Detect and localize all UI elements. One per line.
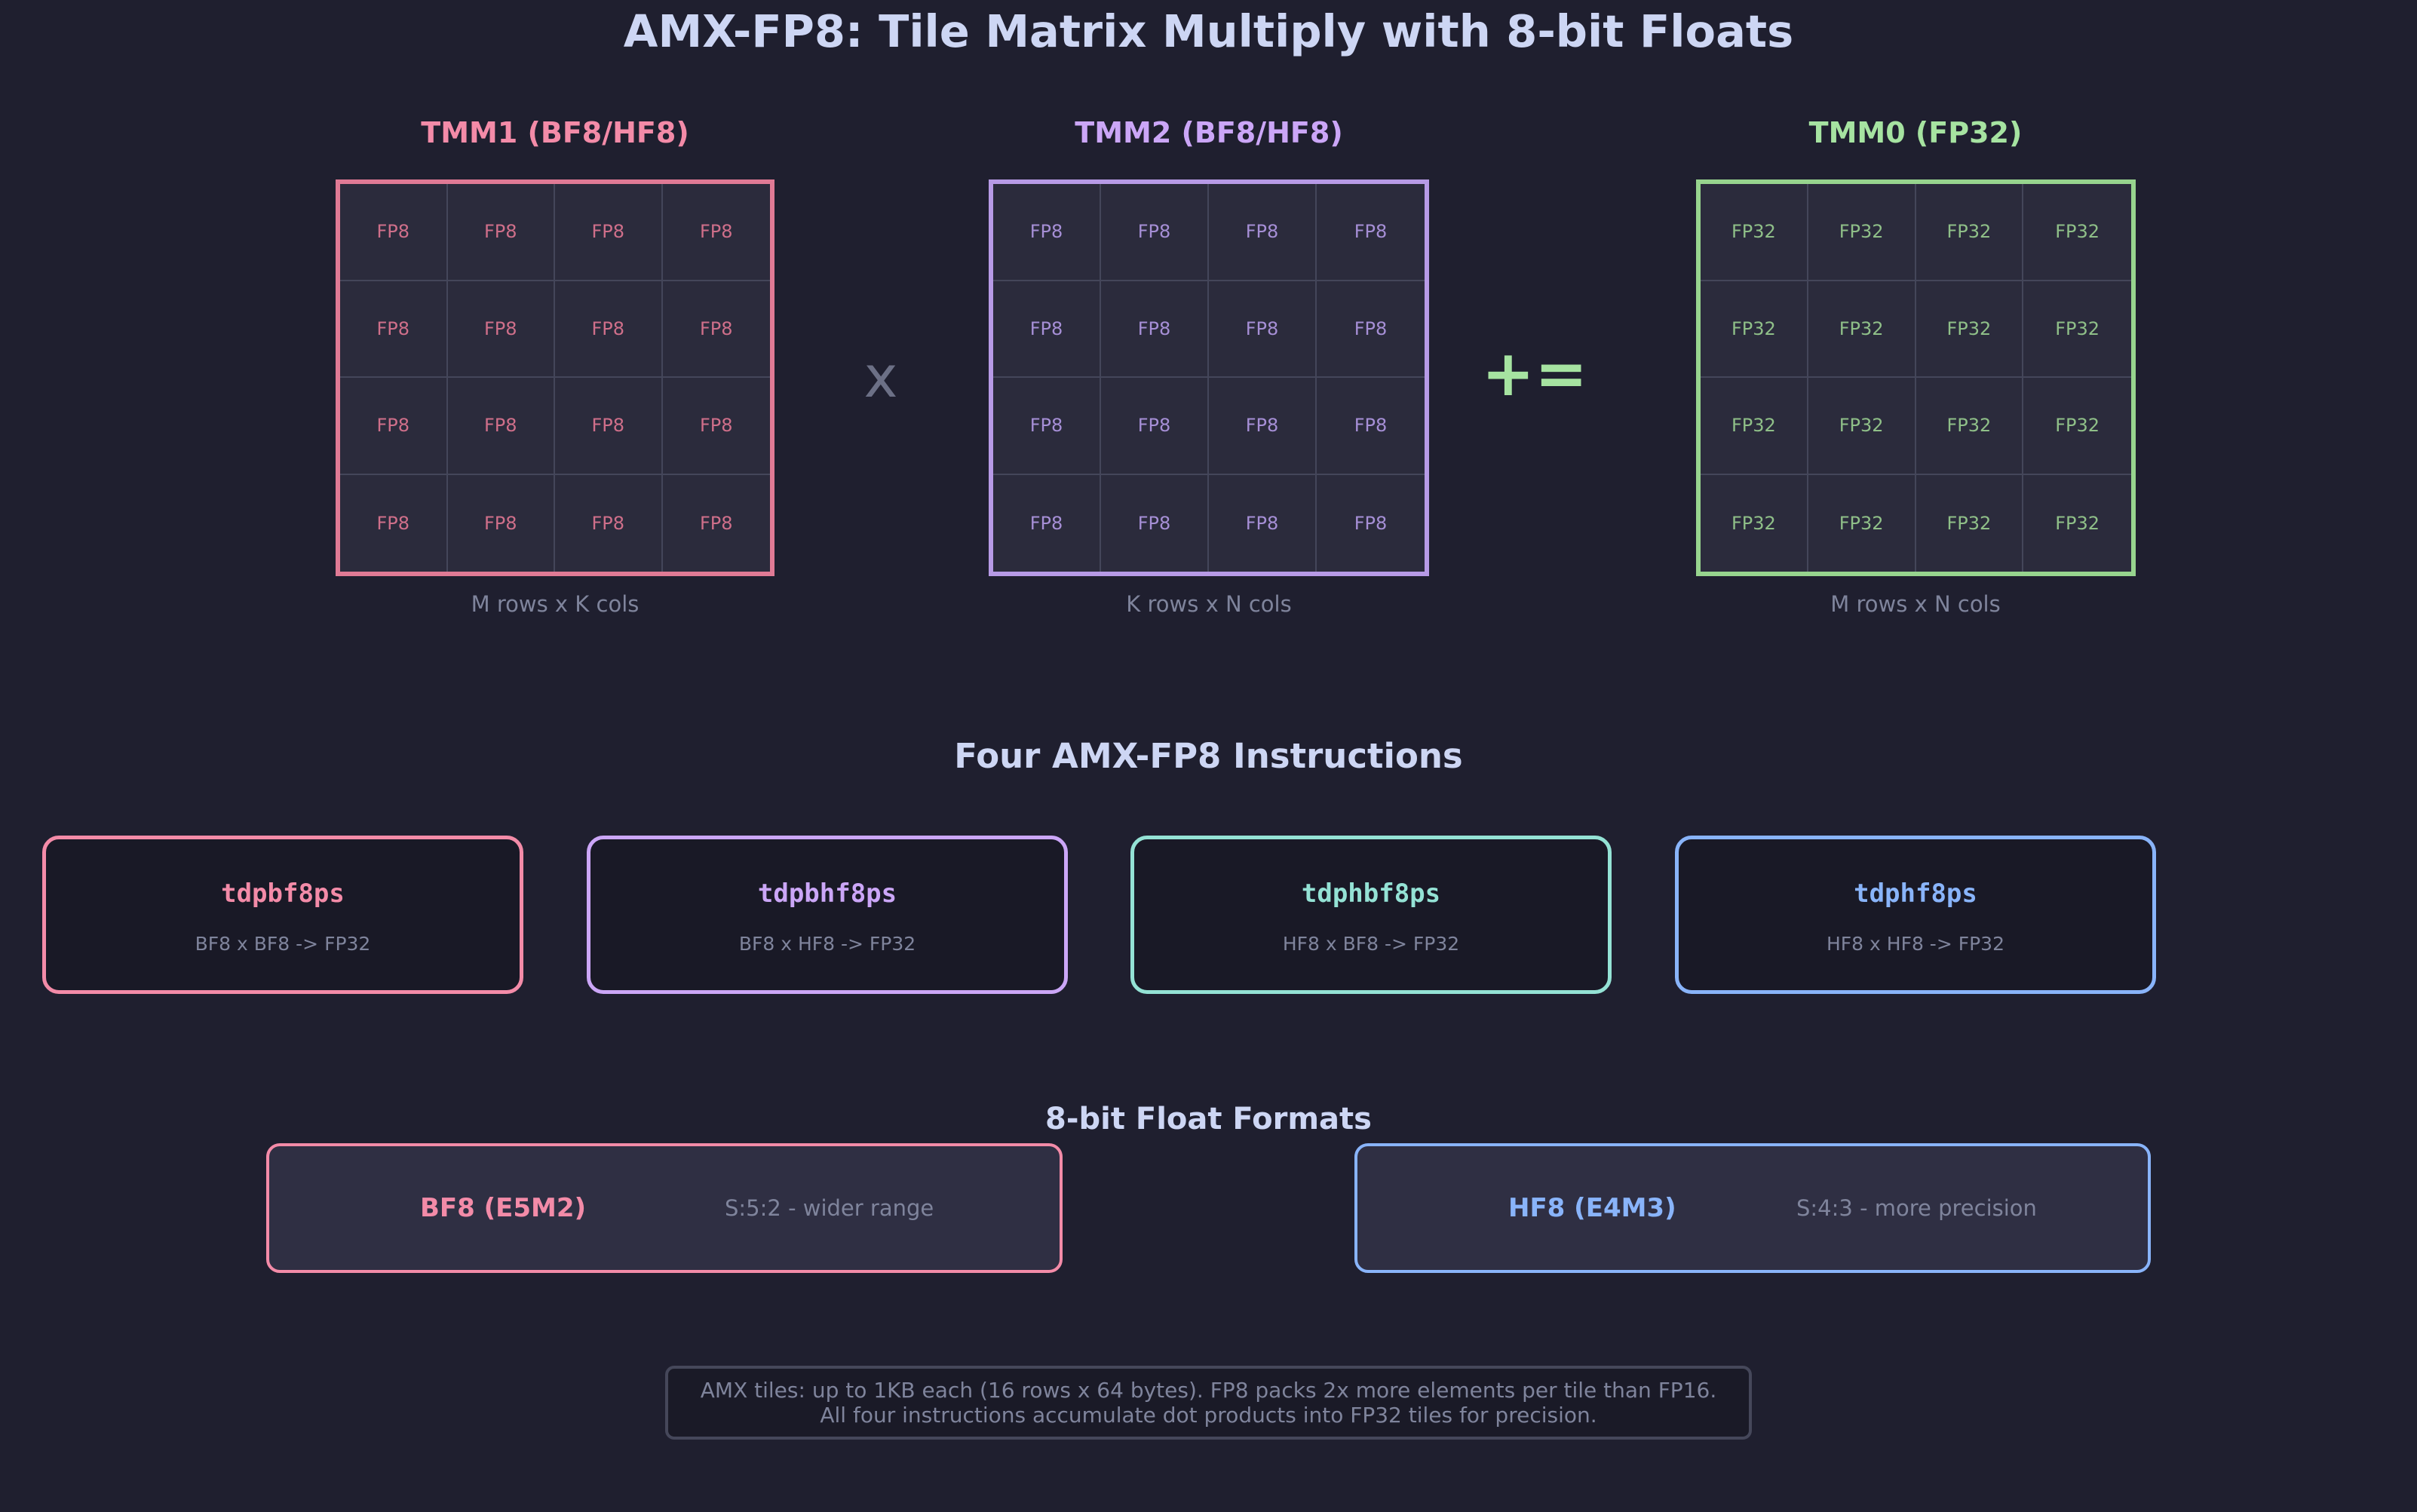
tmm0-cell: FP32 <box>1916 184 2024 281</box>
tmm2-cell: FP8 <box>1101 474 1209 572</box>
tmm1-cell: FP8 <box>447 184 555 281</box>
tmm0-cell: FP32 <box>1808 281 1916 378</box>
format-desc: S:5:2 - wider range <box>725 1195 934 1221</box>
tmm2-tile-grid: FP8 FP8 FP8 FP8 FP8 FP8 FP8 FP8 FP8 FP8 FP8 FP8 FP8 F… <box>989 179 1429 576</box>
tmm1-cell: FP8 <box>555 281 663 378</box>
tmm2-cell: FP8 <box>1354 512 1388 534</box>
tmm0-cell: FP32 <box>1701 378 1808 475</box>
tmm0-cell: FP32 <box>1701 281 1808 378</box>
tmm1-caption: M rows x K cols <box>471 591 640 617</box>
tmm2-cell: FP8 <box>1209 281 1317 378</box>
tmm2-cell: FP8 <box>1101 281 1209 378</box>
format-card-bf8: BF8 (E5M2) S:5:2 - wider range <box>266 1143 1063 1273</box>
instruction-name: tdpbhf8ps <box>757 879 897 909</box>
footer-note-line-2: All four instructions accumulate dot pro… <box>820 1403 1597 1428</box>
accumulate-operator: += <box>1481 336 1588 410</box>
tmm1-cell: FP8 <box>340 474 448 572</box>
tmm2-cell: FP8 <box>1317 184 1425 281</box>
tmm2-cell: FP8 <box>993 281 1101 378</box>
tmm1-cell: FP8 <box>448 474 555 572</box>
tmm0-cell: FP32 <box>2023 378 2131 475</box>
tmm2-title: TMM2 (BF8/HF8) <box>1075 116 1343 149</box>
tmm0-cell: FP32 <box>1916 474 2024 572</box>
tmm0-caption: M rows x N cols <box>1830 591 2001 617</box>
tmm1-cell: FP8 <box>340 378 448 475</box>
tmm2-cell: FP8 <box>1317 378 1425 475</box>
instruction-desc: HF8 x BF8 -> FP32 <box>1282 933 1460 955</box>
tmm2-caption: K rows x N cols <box>1126 591 1292 617</box>
tmm1-cell: FP8 <box>447 378 555 475</box>
instruction-desc: HF8 x HF8 -> FP32 <box>1827 933 2004 955</box>
tmm1-cell: FP8 <box>699 512 733 534</box>
instruction-desc: BF8 x BF8 -> FP32 <box>195 933 371 955</box>
tmm1-title: TMM1 (BF8/HF8) <box>421 116 689 149</box>
footer-note: AMX tiles: up to 1KB each (16 rows x 64 … <box>665 1366 1752 1440</box>
tmm1-cell: FP8 <box>340 184 448 281</box>
tmm0-cell: FP32 <box>1808 378 1916 475</box>
tmm1-cell: FP8 <box>447 281 555 378</box>
instruction-card-tdpbf8ps: tdpbf8ps BF8 x BF8 -> FP32 <box>42 836 523 994</box>
tmm0-cell: FP32 <box>2023 184 2131 281</box>
instruction-card-tdpbhf8ps: tdpbhf8ps BF8 x HF8 -> FP32 <box>587 836 1068 994</box>
format-name: BF8 (E5M2) <box>420 1193 587 1223</box>
instruction-name: tdphf8ps <box>1854 879 1977 909</box>
formats-section-title: 8-bit Float Formats <box>1045 1102 1372 1136</box>
tmm1-cell: FP8 <box>662 281 770 378</box>
instruction-card-tdphbf8ps: tdphbf8ps HF8 x BF8 -> FP32 <box>1130 836 1612 994</box>
tmm0-cell: FP32 <box>2023 281 2131 378</box>
tmm2-cell: FP8 <box>993 184 1101 281</box>
tmm1-cell: FP8 <box>555 378 663 475</box>
diagram-title: AMX-FP8: Tile Matrix Multiply with 8-bit… <box>623 5 1794 57</box>
tmm2-cell: FP8 <box>1317 281 1425 378</box>
tmm2-cell: FP8 <box>993 378 1101 475</box>
format-name: HF8 (E4M3) <box>1508 1193 1676 1223</box>
tmm0-cell: FP32 <box>1916 378 2024 475</box>
tmm0-cell: FP32 <box>1808 184 1916 281</box>
instruction-card-tdphf8ps: tdphf8ps HF8 x HF8 -> FP32 <box>1675 836 2156 994</box>
tmm2-cell: FP8 <box>1209 378 1317 475</box>
instruction-name: tdpbf8ps <box>221 879 345 909</box>
tmm1-cell: FP8 <box>662 378 770 475</box>
tmm0-cell: FP32 <box>1701 474 1808 572</box>
tmm0-cell: FP32 <box>1701 184 1808 281</box>
instruction-desc: BF8 x HF8 -> FP32 <box>738 933 916 955</box>
tmm1-cell: FP8 <box>662 184 770 281</box>
tmm0-cell: FP32 <box>1808 474 1916 572</box>
tmm0-cell: FP32 <box>2055 512 2100 534</box>
tmm1-cell: FP8 <box>555 184 663 281</box>
instruction-name: tdphbf8ps <box>1301 879 1441 909</box>
format-card-hf8: HF8 (E4M3) S:4:3 - more precision <box>1354 1143 2151 1273</box>
tmm2-cell: FP8 <box>1101 184 1209 281</box>
tmm1-cell: FP8 <box>555 474 663 572</box>
tmm0-title: TMM0 (FP32) <box>1808 116 2023 149</box>
instructions-section-title: Four AMX-FP8 Instructions <box>954 736 1463 776</box>
tmm2-cell: FP8 <box>1209 184 1317 281</box>
format-desc: S:4:3 - more precision <box>1796 1195 2037 1221</box>
tmm1-tile-grid: FP8 FP8 FP8 FP8 FP8 FP8 FP8 FP8 FP8 FP8 FP8 FP8 FP8 F… <box>336 179 774 576</box>
tmm0-cell: FP32 <box>1916 281 2024 378</box>
tmm2-cell: FP8 <box>993 474 1101 572</box>
multiply-operator: x <box>863 343 898 410</box>
tmm2-cell: FP8 <box>1209 474 1317 572</box>
tmm2-cell: FP8 <box>1101 378 1209 475</box>
footer-note-line-1: AMX tiles: up to 1KB each (16 rows x 64 … <box>700 1378 1717 1403</box>
tmm1-cell: FP8 <box>340 281 448 378</box>
tmm0-tile-grid: FP32 FP32 FP32 FP32 FP32 FP32 FP32 FP32 FP32 FP32… <box>1696 179 2136 576</box>
